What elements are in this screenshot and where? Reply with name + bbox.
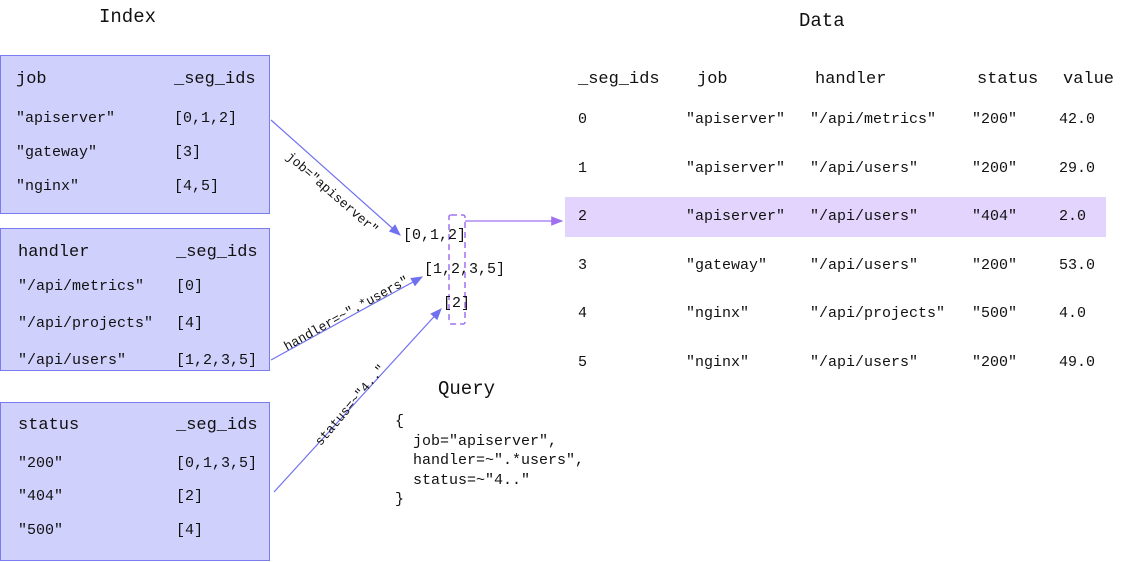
- data-cell: "apiserver": [686, 159, 786, 177]
- data-cell: "500": [972, 305, 1018, 322]
- data-cell: "200": [972, 353, 1018, 371]
- data-cell: 53.0: [1059, 256, 1096, 274]
- intersection-dashed-box: [448, 214, 466, 325]
- data-cell: 2.0: [1059, 208, 1087, 225]
- index-seg-ids: [2]: [176, 488, 204, 505]
- index-value: "/api/projects": [18, 315, 154, 332]
- index-seg-ids: [0,1,3,5]: [176, 455, 258, 472]
- data-header-job: job: [697, 70, 728, 89]
- data-cell: "200": [972, 111, 1018, 128]
- query-line: {: [395, 413, 405, 430]
- index-header-key: job: [16, 70, 47, 89]
- index-header-seg-ids: _seg_ids: [176, 243, 258, 262]
- data-cell: "apiserver": [686, 111, 786, 128]
- data-cell: "200": [972, 159, 1018, 177]
- data-header-segids: _seg_ids: [578, 70, 660, 89]
- query-line: handler=~".*users",: [395, 452, 585, 469]
- data-cell: "/api/users": [810, 208, 919, 225]
- query-line: }: [395, 491, 405, 508]
- index-table-job: [0, 55, 270, 214]
- highlighted-row: [565, 197, 1106, 237]
- index-value: "500": [18, 522, 64, 539]
- data-cell: 4.0: [1059, 305, 1087, 322]
- data-cell: 42.0: [1059, 111, 1096, 128]
- data-cell: "200": [972, 256, 1018, 274]
- query-line: status=~"4..": [395, 471, 531, 489]
- data-cell: 3: [578, 256, 588, 274]
- data-cell: "nginx": [686, 305, 750, 322]
- arrow-status: [273, 308, 442, 493]
- data-cell: "/api/users": [810, 159, 919, 177]
- index-header-seg-ids: _seg_ids: [174, 70, 256, 89]
- index-seg-ids: [4,5]: [174, 178, 220, 195]
- data-cell: "/api/users": [810, 353, 919, 371]
- index-value: "200": [18, 455, 64, 472]
- index-seg-ids: [3]: [174, 144, 202, 161]
- index-value: "/api/users": [18, 352, 127, 369]
- index-value: "404": [18, 488, 64, 505]
- data-cell: 2: [578, 208, 588, 225]
- data-cell: "/api/projects": [810, 305, 946, 322]
- data-cell: "/api/metrics": [810, 111, 937, 128]
- arrow-handler: [270, 276, 424, 361]
- index-header-key: handler: [18, 243, 90, 262]
- data-cell: "gateway": [686, 256, 768, 274]
- index-value: "apiserver": [16, 110, 116, 127]
- index-header-key: status: [18, 416, 80, 435]
- match-list-handler: [1,2,3,5]: [424, 261, 506, 278]
- index-seg-ids: [4]: [176, 315, 204, 332]
- data-cell: "404": [972, 208, 1018, 225]
- data-cell: 5: [578, 353, 588, 371]
- data-cell: "/api/users": [810, 256, 919, 274]
- index-table-handler: [0, 228, 270, 371]
- match-list-status: [2]: [443, 295, 471, 312]
- data-cell: 4: [578, 305, 588, 322]
- data-header-status: status: [977, 70, 1039, 89]
- index-title: Index: [99, 6, 157, 28]
- data-cell: 1: [578, 159, 588, 177]
- data-header-value: value: [1063, 70, 1115, 89]
- index-seg-ids: [0,1,2]: [174, 110, 238, 127]
- arrow-job: [270, 119, 401, 236]
- query-line: job="apiserver",: [395, 432, 558, 450]
- data-cell: "nginx": [686, 353, 750, 371]
- data-title: Data: [799, 10, 845, 32]
- query-title: Query: [438, 378, 496, 400]
- data-header-handler: handler: [815, 70, 887, 89]
- index-header-seg-ids: _seg_ids: [176, 416, 258, 435]
- index-table-status: [0, 402, 270, 561]
- data-cell: 0: [578, 111, 588, 128]
- index-value: "nginx": [16, 178, 80, 195]
- index-seg-ids: [0]: [176, 278, 204, 295]
- match-list-job: [0,1,2]: [403, 227, 467, 244]
- index-value: "/api/metrics": [18, 278, 145, 295]
- index-value: "gateway": [16, 144, 98, 161]
- index-seg-ids: [1,2,3,5]: [176, 352, 258, 369]
- data-cell: "apiserver": [686, 208, 786, 225]
- data-cell: 49.0: [1059, 353, 1096, 371]
- index-seg-ids: [4]: [176, 522, 204, 539]
- data-cell: 29.0: [1059, 159, 1096, 177]
